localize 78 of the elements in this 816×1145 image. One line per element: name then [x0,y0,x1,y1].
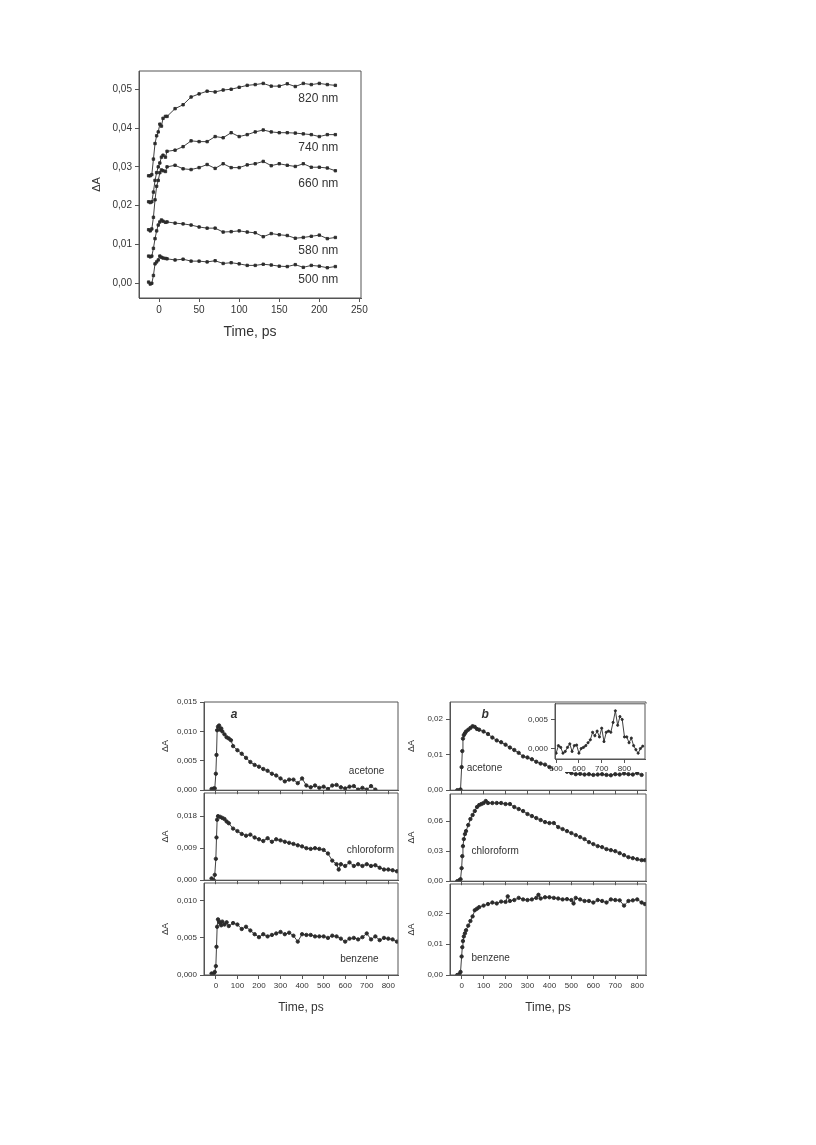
y-axis-title: ΔA [89,176,102,192]
y-tick-label: 0,02 [112,199,133,211]
x-tick-label: 400 [542,981,557,990]
y-axis-title: ΔA [405,923,416,936]
series-label: chloroform [471,845,519,857]
x-tick-label: 100 [230,981,245,990]
x-tick-label: 500 [549,764,564,773]
y-tick-label: 0,010 [176,896,198,906]
y-tick-label: 0,00 [427,970,444,980]
x-tick-label: 500 [316,981,331,990]
x-tick-label: 800 [381,981,396,990]
y-tick-label: 0,00 [427,785,444,795]
annotation: b [481,706,489,721]
x-axis-title: Time, ps [278,1000,324,1015]
series-label: acetone [466,761,503,773]
y-tick-label: 0,009 [176,843,198,853]
series-label: chloroform [346,844,395,856]
annotation: a [230,706,238,721]
x-tick-label: 250 [351,303,369,315]
x-axis-title: Time, ps [223,323,277,340]
y-tick-label: 0,000 [176,875,198,885]
y-tick-label: 0,005 [527,714,549,724]
y-axis-title: ΔA [159,740,170,753]
y-tick-label: 0,05 [112,82,133,94]
y-tick-label: 0,03 [427,846,444,856]
y-tick-label: 0,000 [176,970,198,980]
y-tick-label: 0,03 [112,160,133,172]
series-label: acetone [348,765,385,777]
y-tick-label: 0,010 [176,726,198,736]
series-label: 820 nm [298,90,339,105]
series-label: 500 nm [298,271,339,286]
x-tick-label: 500 [564,981,579,990]
x-tick-label: 800 [630,981,645,990]
y-tick-label: 0,000 [176,785,198,795]
y-tick-label: 0,06 [427,816,444,826]
y-tick-label: 0,018 [176,811,198,821]
x-tick-label: 200 [310,303,329,315]
y-tick-label: 0,00 [112,277,133,288]
x-tick-label: 300 [520,981,535,990]
y-axis-title: ΔA [405,740,416,753]
x-tick-label: 50 [193,303,206,315]
y-tick-label: 0,015 [176,697,198,707]
x-tick-label: 100 [230,303,248,315]
x-tick-label: 700 [595,764,609,773]
x-tick-label: 0 [213,981,219,990]
series-label: benzene [471,952,511,964]
y-tick-label: 0,00 [427,876,444,886]
series-label: 740 nm [298,139,339,154]
x-tick-label: 150 [270,303,289,315]
x-tick-label: 0 [459,981,465,990]
series-label: benzene [340,953,380,965]
x-tick-label: 600 [586,981,601,990]
x-tick-label: 200 [498,981,513,990]
y-tick-label: 0,005 [176,933,198,943]
x-tick-label: 0 [156,303,163,315]
x-tick-label: 200 [252,981,267,990]
y-axis-title: ΔA [405,831,416,844]
x-tick-label: 700 [360,981,374,990]
y-axis-title: ΔA [159,830,170,843]
y-tick-label: 0,01 [112,238,133,250]
x-tick-label: 300 [273,981,288,990]
y-tick-label: 0,02 [427,714,444,724]
series-label: 660 nm [298,176,339,191]
x-tick-label: 800 [617,764,632,773]
x-tick-label: 100 [476,981,491,990]
y-tick-label: 0,005 [176,756,198,765]
y-tick-label: 0,01 [427,749,444,759]
y-axis-title: ΔA [159,922,170,936]
y-tick-label: 0,000 [527,743,549,753]
x-tick-label: 600 [572,764,587,773]
x-tick-label: 400 [295,981,310,990]
series-label: 580 nm [298,242,339,257]
x-tick-label: 600 [338,981,353,990]
y-tick-label: 0,02 [427,908,444,918]
x-axis-title: Time, ps [525,1000,571,1015]
y-tick-label: 0,04 [112,121,133,133]
x-tick-label: 700 [608,981,623,990]
y-tick-label: 0,01 [427,939,444,949]
